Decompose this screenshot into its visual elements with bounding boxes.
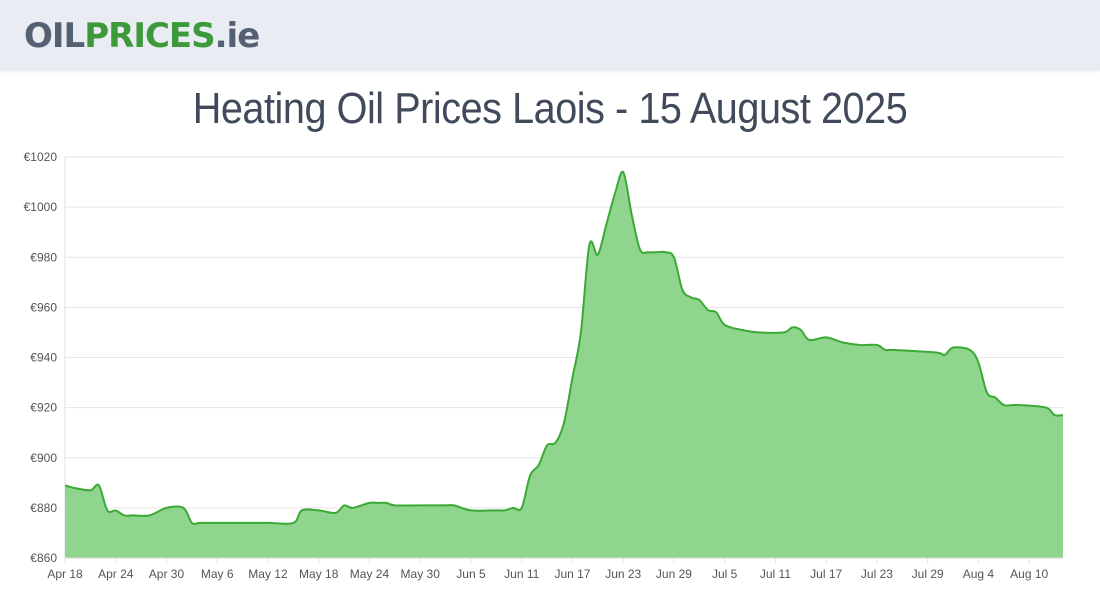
price-area-fill: [65, 171, 1063, 558]
site-header: OILPRICES.ie: [0, 0, 1100, 70]
x-tick-label: Aug 4: [963, 567, 995, 581]
x-tick-label: Apr 18: [47, 567, 83, 581]
x-tick-label: Jul 11: [760, 567, 791, 581]
x-tick-label: Jul 23: [861, 567, 893, 581]
logo-text-oil: OIL: [24, 16, 85, 56]
y-tick-label: €880: [30, 501, 57, 515]
x-tick-label: May 18: [299, 567, 339, 581]
x-tick-label: Jun 11: [504, 567, 539, 581]
x-tick-label: May 24: [350, 567, 390, 581]
site-logo[interactable]: OILPRICES.ie: [24, 14, 261, 58]
logo-text-tld: .ie: [214, 16, 261, 56]
x-tick-label: Jun 17: [554, 567, 590, 581]
x-tick-label: Jul 5: [712, 567, 738, 581]
y-tick-label: €900: [30, 451, 57, 465]
y-tick-label: €960: [30, 300, 57, 314]
x-tick-label: Jun 23: [605, 567, 641, 581]
y-tick-label: €980: [30, 250, 57, 264]
x-tick-label: Aug 10: [1010, 567, 1048, 581]
x-tick-label: Jul 17: [810, 567, 842, 581]
x-tick-label: May 30: [401, 567, 441, 581]
y-tick-label: €1020: [24, 150, 58, 164]
x-tick-label: Jul 29: [912, 567, 944, 581]
x-tick-label: May 6: [201, 567, 234, 581]
x-tick-label: Jun 5: [456, 567, 486, 581]
page-title: Heating Oil Prices Laois - 15 August 202…: [192, 84, 908, 133]
y-tick-label: €1000: [24, 200, 58, 214]
x-tick-label: Apr 30: [149, 567, 185, 581]
y-tick-label: €940: [30, 351, 57, 365]
y-tick-label: €920: [30, 401, 57, 415]
y-tick-label: €860: [30, 551, 57, 565]
x-tick-label: Apr 24: [98, 567, 134, 581]
x-tick-label: May 12: [248, 567, 288, 581]
x-tick-label: Jun 29: [656, 567, 692, 581]
logo-text-prices: PRICES: [84, 16, 215, 56]
price-line: [64, 170, 1064, 525]
